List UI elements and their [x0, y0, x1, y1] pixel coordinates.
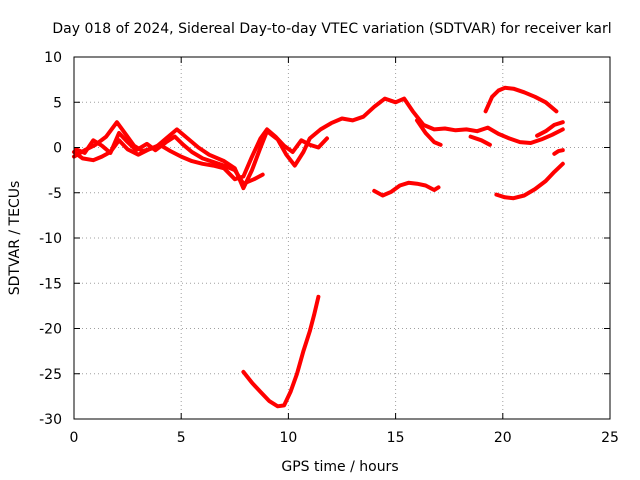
y-tick-label: -25	[39, 367, 62, 383]
y-tick-label: -30	[39, 412, 62, 428]
x-tick-label: 20	[494, 430, 512, 446]
axis-ticks	[73, 56, 611, 420]
x-axis-label: GPS time / hours	[281, 459, 398, 475]
y-tick-label: 5	[53, 95, 62, 111]
series-line-arc-2	[72, 127, 329, 182]
y-tick-labels: -30 -25 -20 -15 -10 -5 0 5 10	[39, 50, 62, 428]
series-line-arc-6	[483, 85, 559, 114]
y-tick-label: -20	[39, 322, 62, 338]
series-line-arc-5	[372, 180, 441, 198]
y-tick-label: 10	[44, 50, 62, 66]
x-tick-label: 0	[70, 430, 79, 446]
x-tick-label: 15	[387, 430, 405, 446]
series-line-arc-8	[535, 120, 565, 138]
x-tick-label: 25	[601, 430, 619, 446]
series-line-arc-10	[415, 118, 443, 147]
chart-title: Day 018 of 2024, Sidereal Day-to-day VTE…	[52, 21, 611, 37]
y-tick-label: -5	[48, 186, 62, 202]
series-line-arc-7	[494, 161, 565, 201]
y-tick-label: -15	[39, 276, 62, 292]
x-tick-label: 10	[279, 430, 297, 446]
x-tick-label: 5	[177, 430, 186, 446]
series-line-arc-11	[468, 134, 492, 147]
y-tick-label: 0	[53, 141, 62, 157]
series-line-arc-3	[74, 131, 265, 186]
series-line-arc-4	[241, 294, 321, 409]
y-tick-label: -10	[39, 231, 62, 247]
y-axis-label: SDTVAR / TECUs	[7, 181, 23, 296]
series-line-arc-9	[552, 148, 565, 156]
grid-lines	[74, 57, 610, 419]
data-series	[72, 85, 565, 409]
x-tick-labels: 0 5 10 15 20 25	[70, 430, 619, 446]
